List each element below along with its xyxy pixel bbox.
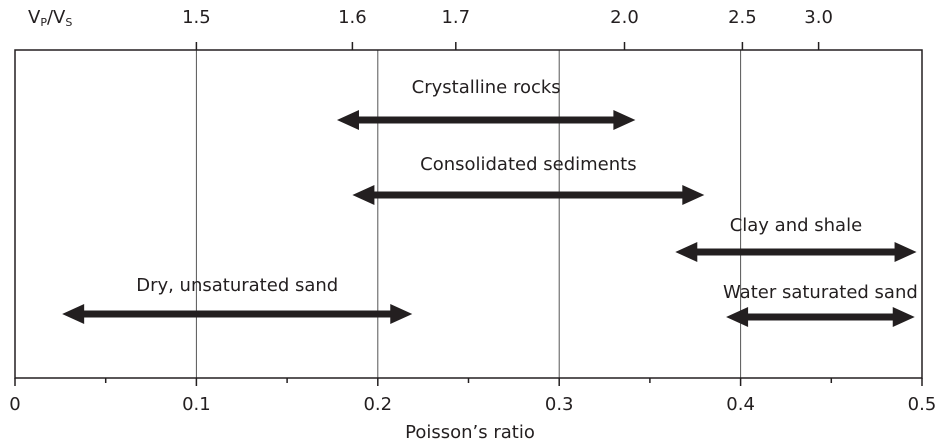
x-tick-label: 0 — [9, 394, 20, 415]
x2-tick-label: 1.7 — [441, 7, 470, 28]
x2-tick-label: 1.5 — [182, 7, 211, 28]
x2-label-sub: P — [40, 16, 47, 29]
range-arrow — [336, 110, 636, 130]
x-tick-label: 0.2 — [363, 394, 392, 415]
x-tick-label: 0.5 — [908, 394, 937, 415]
x2-label-sub: S — [65, 16, 72, 29]
x2-label-part: V — [28, 7, 41, 28]
range-arrow — [675, 242, 917, 262]
range-label: Consolidated sediments — [420, 154, 636, 175]
x2-tick-label: 2.0 — [610, 7, 639, 28]
x-tick-label: 0.1 — [182, 394, 211, 415]
x-tick-label: 0.4 — [726, 394, 755, 415]
x2-axis-label: VP/VS — [28, 7, 72, 29]
range-arrow — [726, 307, 915, 327]
x2-label-part: /V — [47, 7, 66, 28]
x2-tick-label: 3.0 — [804, 7, 833, 28]
range-arrow — [352, 185, 705, 205]
x-axis-label: Poisson’s ratio — [405, 422, 535, 443]
range-label: Dry, unsaturated sand — [136, 275, 338, 296]
range-label: Crystalline rocks — [412, 77, 561, 98]
plot-frame — [14, 49, 923, 379]
x2-tick-label: 1.6 — [338, 7, 367, 28]
range-label: Clay and shale — [730, 215, 862, 236]
x2-tick-label: 2.5 — [728, 7, 757, 28]
range-label: Water saturated sand — [723, 282, 918, 303]
x-tick-label: 0.3 — [545, 394, 574, 415]
range-arrow — [62, 304, 413, 324]
